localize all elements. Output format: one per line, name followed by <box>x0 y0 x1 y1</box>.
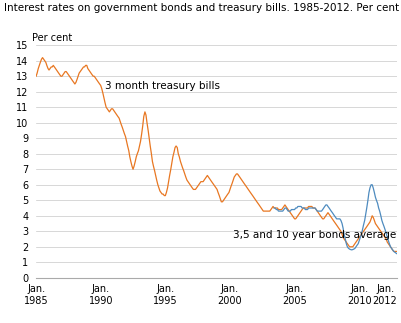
Text: Per cent: Per cent <box>32 33 73 43</box>
Text: 3 month treasury bills: 3 month treasury bills <box>105 81 220 91</box>
Text: Interest rates on government bonds and treasury bills. 1985-2012. Per cent: Interest rates on government bonds and t… <box>4 3 399 13</box>
Text: 3,5 and 10 year bonds average: 3,5 and 10 year bonds average <box>233 230 396 240</box>
